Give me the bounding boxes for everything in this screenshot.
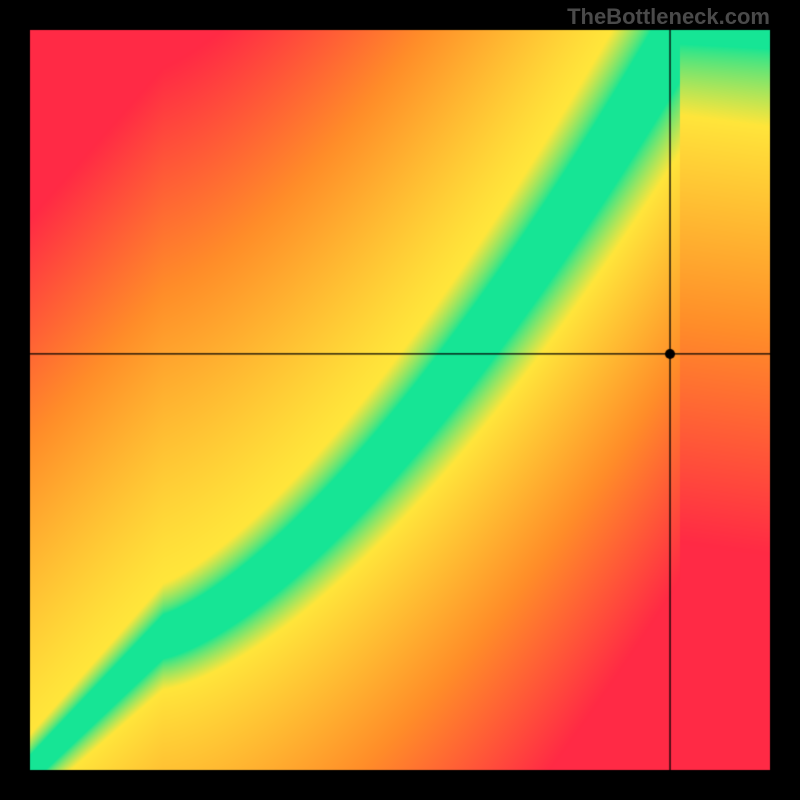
- bottleneck-heatmap: [0, 0, 800, 800]
- watermark-text: TheBottleneck.com: [567, 4, 770, 30]
